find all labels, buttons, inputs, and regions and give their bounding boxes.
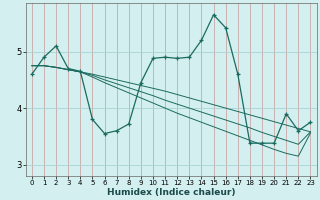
X-axis label: Humidex (Indice chaleur): Humidex (Indice chaleur) — [107, 188, 236, 197]
